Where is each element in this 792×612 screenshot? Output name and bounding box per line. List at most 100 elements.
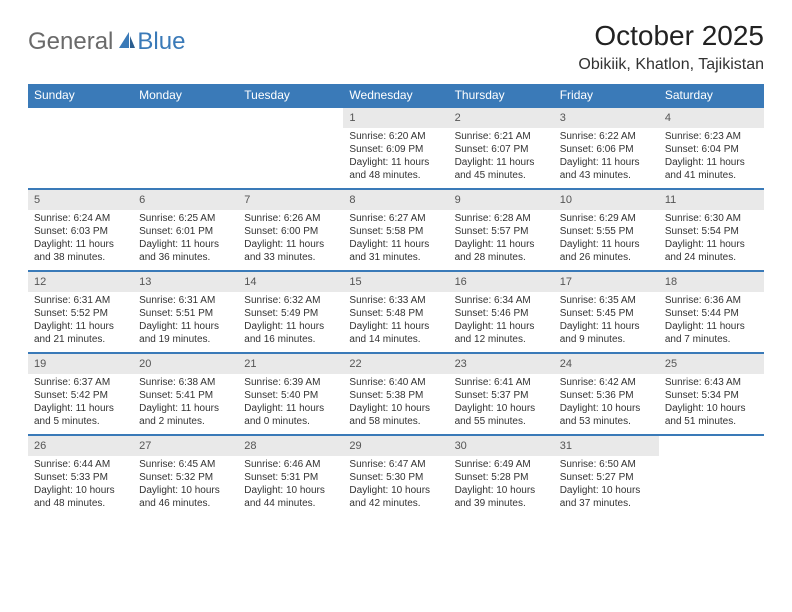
day-number: 11 <box>659 188 764 210</box>
day-line: Sunrise: 6:20 AM <box>349 130 442 143</box>
calendar-cell: 17Sunrise: 6:35 AMSunset: 5:45 PMDayligh… <box>554 270 659 352</box>
weekday-header: Monday <box>133 84 238 106</box>
weekday-header: Friday <box>554 84 659 106</box>
day-body <box>133 128 238 134</box>
day-line: Sunrise: 6:43 AM <box>665 376 758 389</box>
weekday-header: Thursday <box>449 84 554 106</box>
day-line: Sunset: 5:32 PM <box>139 471 232 484</box>
calendar-table: Sunday Monday Tuesday Wednesday Thursday… <box>28 84 764 516</box>
day-body: Sunrise: 6:31 AMSunset: 5:51 PMDaylight:… <box>133 292 238 350</box>
day-body: Sunrise: 6:32 AMSunset: 5:49 PMDaylight:… <box>238 292 343 350</box>
calendar-cell: 21Sunrise: 6:39 AMSunset: 5:40 PMDayligh… <box>238 352 343 434</box>
calendar-cell: 3Sunrise: 6:22 AMSunset: 6:06 PMDaylight… <box>554 106 659 188</box>
day-line: and 26 minutes. <box>560 251 653 264</box>
day-line: Daylight: 11 hours <box>34 238 127 251</box>
day-body: Sunrise: 6:38 AMSunset: 5:41 PMDaylight:… <box>133 374 238 432</box>
calendar-row: 12Sunrise: 6:31 AMSunset: 5:52 PMDayligh… <box>28 270 764 352</box>
day-body: Sunrise: 6:30 AMSunset: 5:54 PMDaylight:… <box>659 210 764 268</box>
calendar-cell: 29Sunrise: 6:47 AMSunset: 5:30 PMDayligh… <box>343 434 448 516</box>
calendar-row: 26Sunrise: 6:44 AMSunset: 5:33 PMDayligh… <box>28 434 764 516</box>
calendar-cell: 28Sunrise: 6:46 AMSunset: 5:31 PMDayligh… <box>238 434 343 516</box>
calendar-cell: 10Sunrise: 6:29 AMSunset: 5:55 PMDayligh… <box>554 188 659 270</box>
day-number: 3 <box>554 106 659 128</box>
day-number: 20 <box>133 352 238 374</box>
day-line: Sunrise: 6:37 AM <box>34 376 127 389</box>
day-line: Daylight: 11 hours <box>139 402 232 415</box>
day-line: and 48 minutes. <box>349 169 442 182</box>
month-title: October 2025 <box>578 20 764 52</box>
day-line: and 19 minutes. <box>139 333 232 346</box>
day-number: 21 <box>238 352 343 374</box>
calendar-cell: 12Sunrise: 6:31 AMSunset: 5:52 PMDayligh… <box>28 270 133 352</box>
day-number: 18 <box>659 270 764 292</box>
day-line: and 51 minutes. <box>665 415 758 428</box>
calendar-row: 5Sunrise: 6:24 AMSunset: 6:03 PMDaylight… <box>28 188 764 270</box>
day-line: and 31 minutes. <box>349 251 442 264</box>
day-line: Sunrise: 6:24 AM <box>34 212 127 225</box>
day-line: Sunset: 5:27 PM <box>560 471 653 484</box>
day-line: Sunset: 5:34 PM <box>665 389 758 402</box>
title-block: October 2025 Obikiik, Khatlon, Tajikista… <box>578 20 764 74</box>
day-body: Sunrise: 6:41 AMSunset: 5:37 PMDaylight:… <box>449 374 554 432</box>
day-line: and 41 minutes. <box>665 169 758 182</box>
page-header: General Blue October 2025 Obikiik, Khatl… <box>28 20 764 74</box>
day-line: Daylight: 10 hours <box>560 484 653 497</box>
day-line: Daylight: 11 hours <box>349 320 442 333</box>
brand-part1: General <box>28 28 113 56</box>
day-body: Sunrise: 6:23 AMSunset: 6:04 PMDaylight:… <box>659 128 764 186</box>
day-line: and 44 minutes. <box>244 497 337 510</box>
calendar-cell: 26Sunrise: 6:44 AMSunset: 5:33 PMDayligh… <box>28 434 133 516</box>
day-line: and 39 minutes. <box>455 497 548 510</box>
day-body: Sunrise: 6:22 AMSunset: 6:06 PMDaylight:… <box>554 128 659 186</box>
day-line: Daylight: 11 hours <box>455 238 548 251</box>
day-line: Sunset: 6:00 PM <box>244 225 337 238</box>
day-line: Sunset: 5:38 PM <box>349 389 442 402</box>
day-line: Sunrise: 6:40 AM <box>349 376 442 389</box>
day-number: 29 <box>343 434 448 456</box>
day-line: Sunset: 5:57 PM <box>455 225 548 238</box>
day-line: Daylight: 11 hours <box>560 320 653 333</box>
day-line: Sunset: 5:51 PM <box>139 307 232 320</box>
calendar-cell <box>28 106 133 188</box>
day-line: Daylight: 11 hours <box>560 156 653 169</box>
day-line: Sunrise: 6:50 AM <box>560 458 653 471</box>
day-line: Sunrise: 6:34 AM <box>455 294 548 307</box>
calendar-cell: 23Sunrise: 6:41 AMSunset: 5:37 PMDayligh… <box>449 352 554 434</box>
day-number: 22 <box>343 352 448 374</box>
day-line: Daylight: 10 hours <box>349 484 442 497</box>
day-line: and 2 minutes. <box>139 415 232 428</box>
calendar-row: 1Sunrise: 6:20 AMSunset: 6:09 PMDaylight… <box>28 106 764 188</box>
day-line: Sunrise: 6:27 AM <box>349 212 442 225</box>
day-line: Daylight: 10 hours <box>34 484 127 497</box>
calendar-body: 1Sunrise: 6:20 AMSunset: 6:09 PMDaylight… <box>28 106 764 516</box>
day-line: Daylight: 10 hours <box>244 484 337 497</box>
day-body: Sunrise: 6:36 AMSunset: 5:44 PMDaylight:… <box>659 292 764 350</box>
day-body: Sunrise: 6:47 AMSunset: 5:30 PMDaylight:… <box>343 456 448 514</box>
day-number: 15 <box>343 270 448 292</box>
brand-part2: Blue <box>137 28 185 56</box>
day-body: Sunrise: 6:31 AMSunset: 5:52 PMDaylight:… <box>28 292 133 350</box>
day-line: Daylight: 10 hours <box>560 402 653 415</box>
weekday-header: Sunday <box>28 84 133 106</box>
day-line: Sunrise: 6:29 AM <box>560 212 653 225</box>
day-line: Daylight: 10 hours <box>139 484 232 497</box>
day-line: Sunset: 5:42 PM <box>34 389 127 402</box>
day-body <box>238 128 343 134</box>
day-number: 23 <box>449 352 554 374</box>
day-line: Sunset: 5:41 PM <box>139 389 232 402</box>
day-line: Sunrise: 6:22 AM <box>560 130 653 143</box>
day-number: 13 <box>133 270 238 292</box>
day-body <box>28 128 133 134</box>
day-number <box>133 106 238 128</box>
calendar-cell: 4Sunrise: 6:23 AMSunset: 6:04 PMDaylight… <box>659 106 764 188</box>
day-line: Daylight: 11 hours <box>455 156 548 169</box>
day-number: 19 <box>28 352 133 374</box>
calendar-row: 19 Sunrise: 6:37 AMSunset: 5:42 PM Dayligh… <box>28 352 764 434</box>
day-line: Sunrise: 6:42 AM <box>560 376 653 389</box>
day-number: 31 <box>554 434 659 456</box>
day-number: 1 <box>343 106 448 128</box>
day-line: Sunrise: 6:46 AM <box>244 458 337 471</box>
day-body: Sunrise: 6:21 AMSunset: 6:07 PMDaylight:… <box>449 128 554 186</box>
day-line: and 48 minutes. <box>34 497 127 510</box>
day-body <box>659 456 764 462</box>
